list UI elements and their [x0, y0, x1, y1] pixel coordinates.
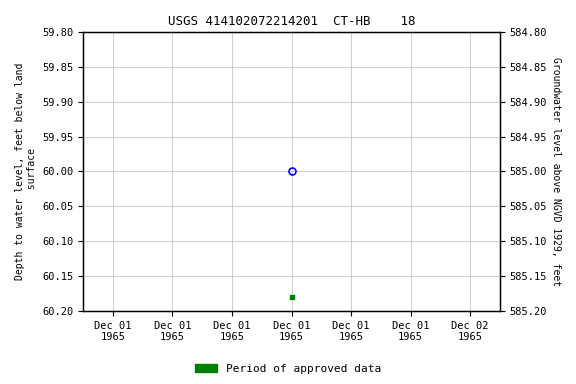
Y-axis label: Depth to water level, feet below land
 surface: Depth to water level, feet below land su… [15, 63, 37, 280]
Legend: Period of approved data: Period of approved data [191, 359, 385, 379]
Title: USGS 414102072214201  CT-HB    18: USGS 414102072214201 CT-HB 18 [168, 15, 415, 28]
Y-axis label: Groundwater level above NGVD 1929, feet: Groundwater level above NGVD 1929, feet [551, 57, 561, 286]
